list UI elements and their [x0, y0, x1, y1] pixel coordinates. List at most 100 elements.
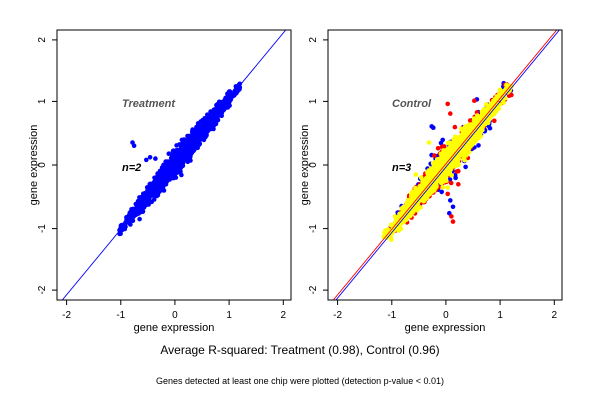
data-point	[399, 206, 405, 211]
data-point	[456, 168, 461, 174]
r-squared-caption: Average R-squared: Treatment (0.98), Con…	[160, 343, 440, 357]
data-point	[470, 135, 476, 140]
data-point	[166, 165, 172, 171]
y-tick-label: 2	[37, 37, 48, 43]
data-point	[170, 150, 176, 156]
data-point	[142, 193, 148, 199]
data-point	[438, 140, 444, 146]
data-point	[166, 151, 172, 156]
detection-note: Genes detected at least one chip were pl…	[156, 376, 444, 386]
data-point-outlier	[445, 191, 451, 197]
data-point	[425, 172, 431, 177]
data-point	[163, 167, 168, 172]
data-point	[387, 228, 392, 234]
data-point	[417, 184, 423, 189]
data-point	[509, 83, 514, 89]
data-point	[151, 197, 157, 202]
data-point	[392, 228, 397, 233]
data-point	[455, 151, 461, 157]
y-tick-label: -1	[308, 224, 319, 233]
data-point	[454, 137, 460, 143]
data-point	[496, 106, 502, 111]
data-point	[192, 145, 197, 150]
x-tick-label: -2	[62, 310, 71, 321]
data-point	[448, 180, 454, 186]
data-point	[441, 144, 447, 149]
data-point	[171, 170, 177, 176]
data-point	[432, 182, 437, 188]
x-tick-label: 2	[552, 310, 558, 321]
data-point	[466, 149, 472, 155]
data-point	[211, 126, 216, 132]
data-point	[454, 162, 460, 168]
y-tick-label: 2	[308, 37, 319, 43]
data-point	[212, 112, 217, 117]
x-tick-label: 1	[497, 310, 503, 321]
data-point	[449, 160, 455, 166]
y-tick-label: -1	[37, 224, 48, 233]
data-point	[178, 146, 184, 152]
data-point	[397, 224, 402, 229]
data-point	[415, 192, 420, 198]
data-point	[415, 204, 420, 209]
data-point-outlier	[448, 111, 453, 116]
data-point	[504, 82, 509, 88]
points-treatment	[117, 81, 243, 237]
data-point	[183, 154, 189, 160]
data-point	[199, 136, 204, 142]
x-tick-label: -2	[333, 310, 342, 321]
x-tick-label: -1	[116, 310, 125, 321]
data-point	[432, 165, 438, 171]
data-point	[502, 96, 508, 101]
data-point	[236, 82, 242, 88]
data-point	[442, 149, 448, 155]
data-point	[388, 222, 394, 228]
data-point	[449, 147, 455, 152]
x-axis-title: gene expression	[405, 322, 486, 334]
data-point-outlier	[445, 185, 451, 190]
data-point	[421, 187, 426, 192]
data-point	[215, 104, 221, 109]
data-point-outlier	[131, 143, 137, 148]
data-point	[418, 175, 424, 180]
regression-line	[335, 30, 560, 300]
identity-line	[61, 30, 287, 300]
data-point-outlier	[445, 101, 451, 107]
y-tick-label: 0	[308, 162, 319, 168]
chart-panel-control: Control n=3 -2 -1 0 1 2 gene expression …	[299, 29, 563, 334]
data-point	[193, 141, 199, 146]
data-point	[386, 233, 391, 238]
data-point	[430, 160, 436, 166]
data-point	[447, 140, 452, 145]
data-point-outlier	[153, 156, 158, 161]
data-point	[432, 153, 437, 158]
y-tick-label: 1	[308, 98, 319, 104]
data-point	[447, 177, 453, 182]
data-point	[159, 174, 164, 179]
data-point	[429, 189, 435, 194]
data-point	[164, 175, 169, 180]
data-point	[181, 137, 187, 142]
data-point	[463, 144, 469, 149]
data-point	[479, 126, 485, 132]
data-point	[437, 161, 443, 166]
data-point	[452, 124, 458, 130]
y-tick-label: -2	[308, 285, 319, 294]
data-point	[152, 180, 158, 185]
data-point-outlier	[449, 214, 454, 219]
data-point	[131, 209, 137, 214]
data-point-outlier	[448, 198, 453, 203]
data-point	[468, 124, 474, 130]
data-point	[453, 144, 459, 150]
data-point-outlier	[472, 98, 477, 103]
data-point	[179, 172, 184, 178]
data-point	[485, 120, 491, 126]
data-point	[199, 129, 205, 135]
data-point	[147, 196, 152, 202]
data-point	[497, 89, 503, 95]
data-point	[501, 100, 506, 105]
panel-title: Control	[392, 98, 432, 110]
data-point	[471, 139, 477, 145]
data-point	[183, 144, 188, 150]
data-point	[178, 160, 183, 166]
